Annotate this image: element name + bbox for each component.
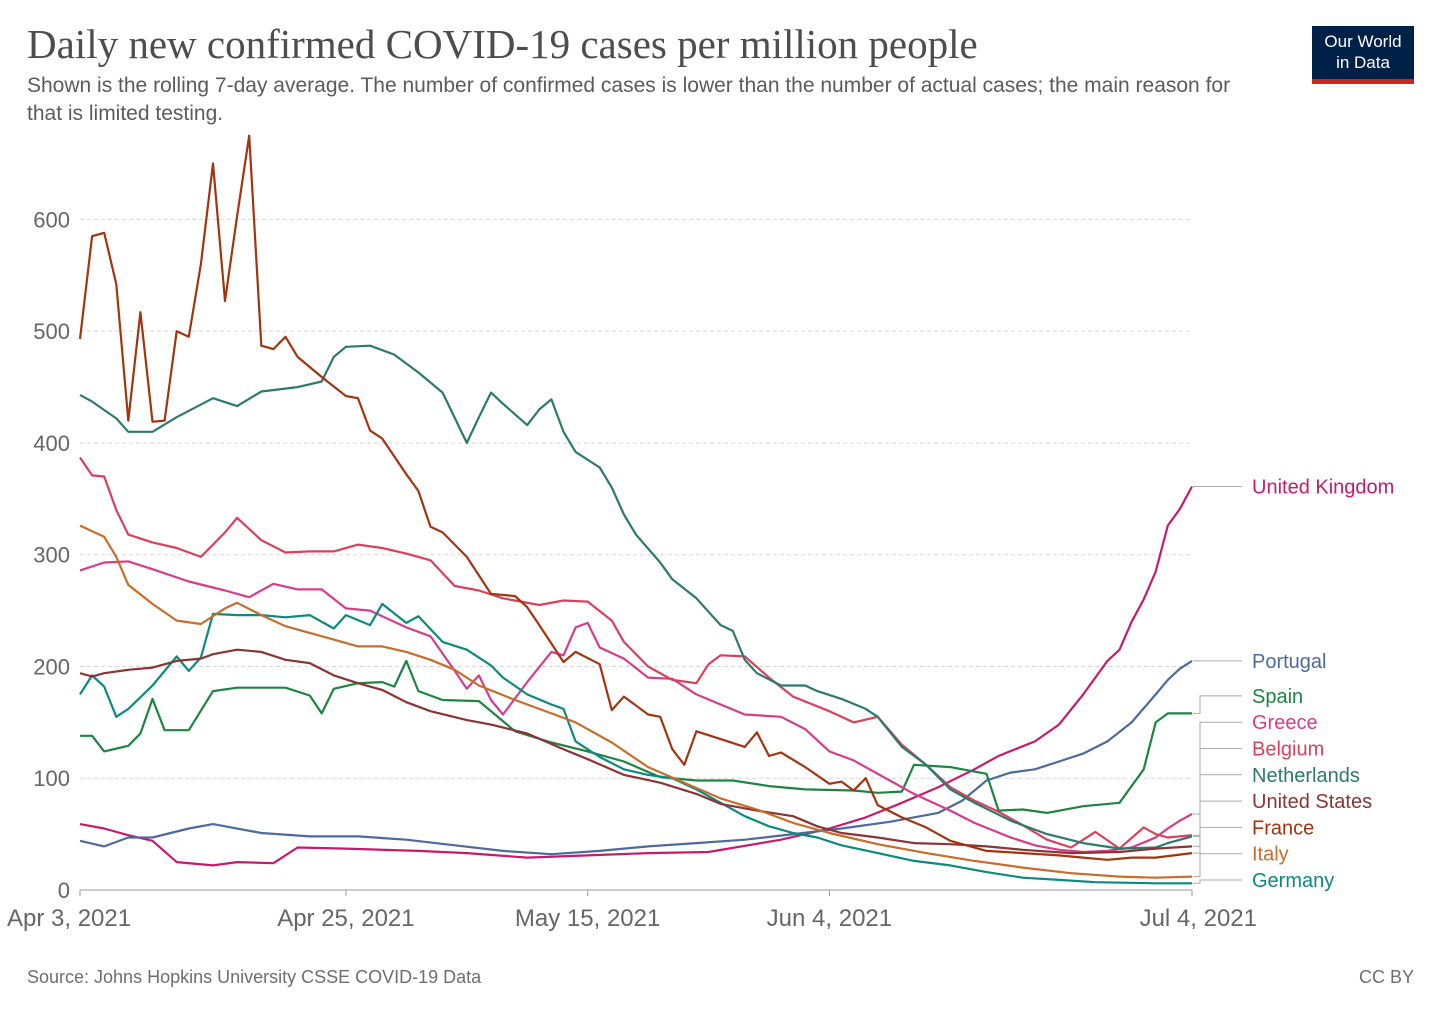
series-line-united-kingdom[interactable] [79,485,1193,867]
label-connector-france [1193,826,1242,854]
y-axis-ticks: 0 100 200 300 400 500 600 [33,207,70,903]
series-label-germany[interactable]: Germany [1252,870,1334,892]
x-tick-label: Jul 4, 2021 [1140,905,1257,932]
series-line-greece[interactable] [79,560,1193,854]
series-line-netherlands[interactable] [79,344,1193,850]
source-note[interactable]: Source: Johns Hopkins University CSSE CO… [27,967,482,987]
y-tick-label-500: 500 [33,319,70,344]
series-label-greece[interactable]: Greece [1252,712,1318,734]
x-axis: Apr 3, 2021 Apr 25, 2021 May 15, 2021 Jun 4… [7,889,1257,932]
license-link[interactable]: CC BY [1358,967,1414,987]
label-connector-germany [1193,879,1242,884]
series-label-united-states[interactable]: United States [1252,791,1372,813]
series-labels: United Kingdom Portugal Spain Greece Belgium… [1193,477,1394,892]
series-line-italy[interactable] [79,524,1193,879]
series-label-italy[interactable]: Italy [1252,844,1289,866]
chart-subtitle: Shown is the rolling 7-day average. The … [27,74,1231,125]
y-tick-label-600: 600 [33,207,70,232]
logo-accent-bar [1312,79,1414,84]
series-line-france[interactable] [78,134,1193,861]
series-lines [78,134,1193,885]
y-tick-label-400: 400 [33,431,70,456]
y-tick-label-200: 200 [33,654,70,679]
series-line-spain[interactable] [80,659,1192,814]
series-label-united-kingdom[interactable]: United Kingdom [1252,477,1394,499]
logo-line-2: in Data [1336,53,1390,72]
series-label-spain[interactable]: Spain [1252,686,1303,708]
chart-title: Daily new confirmed COVID-19 cases per m… [27,21,978,67]
series-line-belgium[interactable] [79,456,1193,850]
x-tick-label: Jun 4, 2021 [767,905,892,932]
series-line-portugal[interactable] [79,659,1193,856]
series-label-netherlands[interactable]: Netherlands [1252,765,1360,787]
series-label-france[interactable]: France [1252,817,1314,839]
y-tick-label-100: 100 [33,766,70,791]
label-connector-spain [1193,695,1242,714]
series-label-belgium[interactable]: Belgium [1252,739,1324,761]
series-label-portugal[interactable]: Portugal [1252,651,1327,673]
x-tick-label: May 15, 2021 [515,905,660,932]
gridlines [80,218,1192,779]
owid-logo[interactable]: Our World in Data [1312,26,1414,84]
series-line-united-states[interactable] [79,648,1193,855]
label-connector-italy [1193,853,1242,878]
y-tick-label-300: 300 [33,543,70,568]
logo-line-1: Our World [1324,32,1402,51]
x-tick-label: Apr 3, 2021 [7,905,131,932]
label-connector-united-states [1193,800,1242,847]
y-tick-label-0: 0 [58,878,70,903]
x-tick-label: Apr 25, 2021 [277,905,414,932]
